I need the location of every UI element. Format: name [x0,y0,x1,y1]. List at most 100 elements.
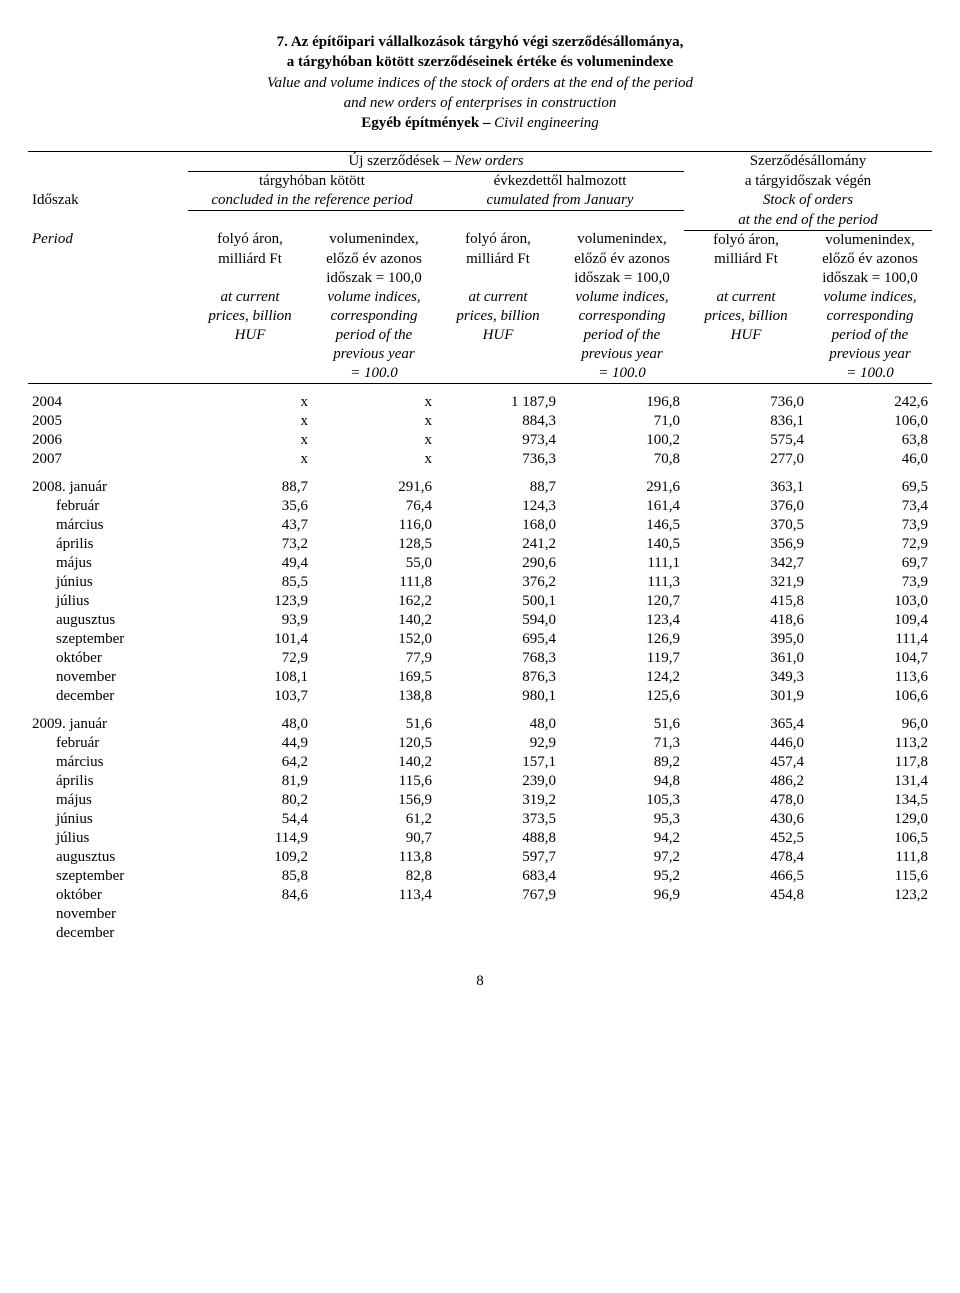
cell-value: 767,9 [436,886,560,905]
table-row: november [28,905,932,924]
title-line-5-hu: Egyéb építmények – [361,115,494,131]
cell-value: 88,7 [436,469,560,497]
table-row: április73,2128,5241,2140,5356,972,9 [28,535,932,554]
cell-value: x [312,383,436,412]
table-row: november108,1169,5876,3124,2349,3113,6 [28,668,932,687]
row-label: június [28,810,188,829]
data-table: Új szerződések – New orders Szerződésáll… [28,151,932,943]
cell-value: 73,9 [808,516,932,535]
cell-value: 85,8 [188,867,312,886]
title-line-1: 7. Az építőipari vállalkozások tárgyhó v… [28,32,932,52]
row-label: május [28,554,188,573]
row-label: december [28,924,188,943]
table-row: június85,5111,8376,2111,3321,973,9 [28,573,932,592]
cell-value: 106,5 [808,829,932,848]
cell-value: 466,5 [684,867,808,886]
cell-value: 55,0 [312,554,436,573]
cell-value [560,924,684,943]
table-row: augusztus93,9140,2594,0123,4418,6109,4 [28,611,932,630]
row-label: március [28,516,188,535]
cell-value: 44,9 [188,734,312,753]
cell-value: 51,6 [312,706,436,734]
cell-value: 89,2 [560,753,684,772]
cell-value: 161,4 [560,497,684,516]
cell-value: 48,0 [188,706,312,734]
cell-value [436,924,560,943]
hdr-idoszak: Időszak [28,191,188,211]
tbody-annual: 2004xx1 187,9196,8736,0242,62005xx884,37… [28,383,932,469]
cell-value: 104,7 [808,649,932,668]
cell-value: 140,2 [312,753,436,772]
cell-value: 376,2 [436,573,560,592]
row-label: 2006 [28,431,188,450]
cell-value: 95,3 [560,810,684,829]
cell-value: 126,9 [560,630,684,649]
cell-value: 124,2 [560,668,684,687]
cell-value: 80,2 [188,791,312,810]
row-label: szeptember [28,630,188,649]
cell-value: 111,3 [560,573,684,592]
cell-value: 695,4 [436,630,560,649]
cell-value: 342,7 [684,554,808,573]
hdr-cumulated: cumulated from January [436,191,684,211]
cell-value: 51,6 [560,706,684,734]
cell-value: 876,3 [436,668,560,687]
cell-value: 683,4 [436,867,560,886]
cell-value: 72,9 [188,649,312,668]
cell-value: 478,0 [684,791,808,810]
cell-value: 125,6 [560,687,684,706]
table-row: 2005xx884,371,0836,1106,0 [28,412,932,431]
row-label: november [28,668,188,687]
hdr-evkezdettol: évkezdettől halmozott [436,172,684,192]
title-line-5: Egyéb építmények – Civil engineering [28,113,932,133]
hdr-period: Period [28,230,188,250]
cell-value: 736,3 [436,450,560,469]
cell-value: 415,8 [684,592,808,611]
cell-value: 48,0 [436,706,560,734]
cell-value: 1 187,9 [436,383,560,412]
cell-value: 105,3 [560,791,684,810]
cell-value: 594,0 [436,611,560,630]
cell-value: 128,5 [312,535,436,554]
cell-value: 76,4 [312,497,436,516]
cell-value: 361,0 [684,649,808,668]
cell-value: 319,2 [436,791,560,810]
cell-value: 575,4 [684,431,808,450]
cell-value [684,924,808,943]
cell-value [436,905,560,924]
cell-value: 239,0 [436,772,560,791]
cell-value [188,924,312,943]
cell-value: 94,8 [560,772,684,791]
hdr-new-orders: Új szerződések – New orders [188,152,684,172]
cell-value [560,905,684,924]
cell-value: 88,7 [188,469,312,497]
row-label: 2007 [28,450,188,469]
tbody-2008: 2008. január88,7291,688,7291,6363,169,5f… [28,469,932,706]
cell-value: 486,2 [684,772,808,791]
cell-value: 35,6 [188,497,312,516]
table-row: április81,9115,6239,094,8486,2131,4 [28,772,932,791]
table-row: 2007xx736,370,8277,046,0 [28,450,932,469]
cell-value: 96,0 [808,706,932,734]
cell-value: 277,0 [684,450,808,469]
table-row: október72,977,9768,3119,7361,0104,7 [28,649,932,668]
title-line-3: Value and volume indices of the stock of… [28,73,932,93]
cell-value: x [188,431,312,450]
table-row: május49,455,0290,6111,1342,769,7 [28,554,932,573]
table-row: augusztus109,2113,8597,797,2478,4111,8 [28,848,932,867]
cell-value: 395,0 [684,630,808,649]
cell-value: 365,4 [684,706,808,734]
cell-value: 108,1 [188,668,312,687]
cell-value: 884,3 [436,412,560,431]
cell-value: 95,2 [560,867,684,886]
cell-value: 168,0 [436,516,560,535]
cell-value: 100,2 [560,431,684,450]
cell-value: 119,7 [560,649,684,668]
cell-value: 140,5 [560,535,684,554]
cell-value: 973,4 [436,431,560,450]
cell-value: 131,4 [808,772,932,791]
cell-value: 101,4 [188,630,312,649]
cell-value: 242,6 [808,383,932,412]
row-label: november [28,905,188,924]
cell-value: 73,4 [808,497,932,516]
